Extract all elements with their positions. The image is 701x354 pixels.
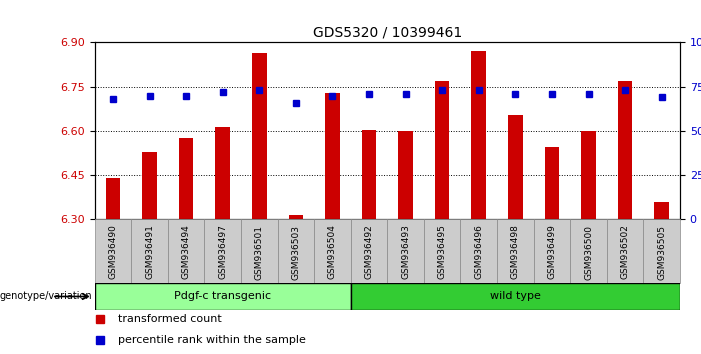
Text: GSM936494: GSM936494 [182, 224, 191, 279]
Bar [168, 219, 205, 283]
Bar [241, 219, 278, 283]
Text: GSM936493: GSM936493 [401, 224, 410, 279]
Bar [545, 147, 559, 219]
Text: GSM936498: GSM936498 [511, 224, 520, 279]
Bar [424, 219, 461, 283]
Text: GSM936505: GSM936505 [657, 224, 666, 280]
Bar [289, 215, 303, 219]
Bar [497, 219, 533, 283]
Bar [398, 131, 413, 219]
Bar [388, 219, 424, 283]
Bar [350, 219, 387, 283]
Bar [142, 152, 157, 219]
Bar [314, 219, 350, 283]
Text: genotype/variation: genotype/variation [0, 291, 93, 302]
Text: GSM936499: GSM936499 [547, 224, 557, 279]
Text: GSM936490: GSM936490 [109, 224, 118, 279]
Title: GDS5320 / 10399461: GDS5320 / 10399461 [313, 26, 462, 40]
Text: GSM936497: GSM936497 [218, 224, 227, 279]
Text: wild type: wild type [490, 291, 540, 302]
Text: Pdgf-c transgenic: Pdgf-c transgenic [174, 291, 271, 302]
Text: transformed count: transformed count [118, 314, 222, 324]
Bar [644, 219, 680, 283]
Text: GSM936500: GSM936500 [584, 224, 593, 280]
Bar [362, 130, 376, 219]
Text: GSM936492: GSM936492 [365, 224, 374, 279]
Bar [131, 219, 168, 283]
Bar [179, 138, 193, 219]
Bar [533, 219, 570, 283]
Bar [205, 219, 241, 283]
Bar [278, 219, 314, 283]
Bar [325, 93, 340, 219]
Bar [350, 283, 680, 310]
Text: percentile rank within the sample: percentile rank within the sample [118, 335, 306, 345]
Bar [472, 51, 486, 219]
Bar [106, 178, 121, 219]
Bar [581, 131, 596, 219]
Text: GSM936504: GSM936504 [328, 224, 337, 279]
Text: GSM936491: GSM936491 [145, 224, 154, 279]
Bar [607, 219, 644, 283]
Bar [215, 127, 230, 219]
Bar [570, 219, 607, 283]
Bar [508, 115, 523, 219]
Bar [95, 283, 350, 310]
Text: GSM936496: GSM936496 [475, 224, 483, 279]
Text: GSM936501: GSM936501 [254, 224, 264, 280]
Text: GSM936495: GSM936495 [437, 224, 447, 279]
Bar [618, 81, 632, 219]
Bar [95, 219, 131, 283]
Bar [461, 219, 497, 283]
Text: GSM936503: GSM936503 [292, 224, 300, 280]
Bar [654, 202, 669, 219]
Bar [435, 81, 449, 219]
Bar [252, 53, 266, 219]
Text: GSM936502: GSM936502 [620, 224, 629, 279]
